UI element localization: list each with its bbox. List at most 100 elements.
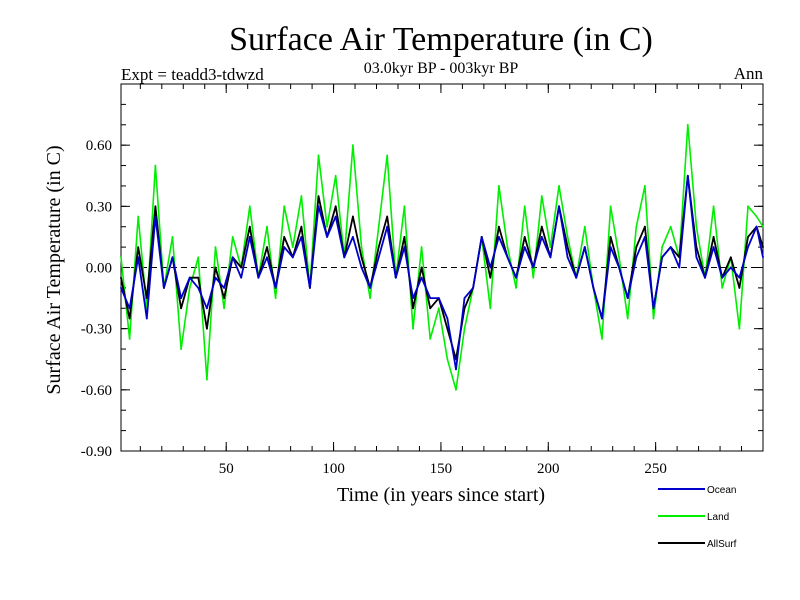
data-point-ocean [343,256,346,259]
x-tick-label: 50 [219,461,234,477]
data-point-ocean [575,276,578,279]
data-point-ocean [523,246,526,249]
data-point-ocean [540,236,543,238]
data-point-ocean [163,287,165,289]
data-point-ocean [360,266,363,269]
data-point-land [403,205,406,208]
data-point-land [583,225,586,228]
data-point-ocean [704,276,706,279]
data-point-land [317,154,320,157]
data-point-allsurf [644,225,646,228]
data-point-land [171,236,174,238]
data-point-allsurf [566,246,569,249]
data-point-ocean [678,266,681,269]
data-point-allsurf [317,195,320,198]
data-point-ocean [291,256,294,259]
data-point-allsurf [403,236,406,238]
data-point-allsurf [446,327,449,330]
data-point-ocean [762,256,764,259]
data-point-ocean [394,276,397,279]
data-point-ocean [352,236,354,238]
data-point-land [566,236,569,238]
data-point-ocean [240,276,243,279]
data-point-land [214,246,217,249]
data-point-land [120,256,122,259]
data-point-allsurf [120,276,122,279]
data-point-land [686,123,689,126]
data-point-allsurf [762,246,764,249]
data-point-ocean [223,287,226,289]
data-point-ocean [120,287,122,289]
data-point-ocean [309,287,311,289]
data-point-land [231,236,234,238]
x-tick-label: 150 [430,461,453,477]
data-point-allsurf [300,225,303,228]
data-point-allsurf [240,266,243,269]
data-point-land [618,256,620,259]
data-point-land [283,205,286,208]
data-point-allsurf [747,236,749,238]
experiment-label: Expt = teadd3-tdwzd [121,65,264,84]
data-point-ocean [420,276,423,279]
data-point-ocean [618,266,620,269]
data-point-ocean [712,246,715,249]
data-point-allsurf [635,246,638,249]
data-point-allsurf [248,225,251,228]
data-point-allsurf [154,205,157,208]
data-point-allsurf [334,205,337,208]
series-points-ocean [120,174,764,371]
data-point-ocean [515,276,517,279]
data-point-land [180,348,183,350]
data-point-ocean [197,287,200,289]
data-point-ocean [386,225,389,228]
data-point-ocean [463,297,466,299]
data-point-ocean [472,287,474,289]
data-point-land [300,195,303,198]
data-point-land [223,307,226,310]
y-tick-label: -0.30 [81,322,112,338]
data-point-land [206,378,208,381]
data-point-land [601,338,603,340]
data-point-ocean [334,215,337,218]
data-point-allsurf [214,266,217,269]
data-point-land [549,246,552,249]
data-point-ocean [437,297,440,299]
data-point-allsurf [377,246,380,249]
data-point-ocean [300,236,303,238]
data-point-allsurf [412,307,414,310]
data-point-ocean [326,236,328,238]
data-point-ocean [171,256,174,259]
data-point-ocean [455,368,457,371]
data-point-allsurf [729,256,732,259]
data-point-ocean [283,246,286,249]
data-point-allsurf [738,287,741,289]
data-point-land [652,317,655,320]
data-point-allsurf [137,246,140,249]
data-point-allsurf [283,236,286,238]
data-point-ocean [695,256,698,259]
data-point-ocean [128,307,131,310]
season-label: Ann [734,64,764,83]
x-tick-label: 200 [537,461,560,477]
series-points-land [120,123,764,391]
data-point-land [540,195,543,198]
data-point-land [437,307,440,310]
data-point-ocean [721,276,724,279]
y-tick-label: 0.00 [86,261,112,277]
data-point-land [635,225,638,228]
data-point-allsurf [360,256,363,259]
data-point-land [446,358,449,361]
chart-subtitle: 03.0kyr BP - 003kyr BP [364,60,519,77]
data-point-allsurf [386,215,389,218]
data-point-land [334,174,337,177]
data-point-allsurf [206,327,208,330]
data-point-ocean [317,205,320,208]
data-point-land [489,307,492,310]
data-point-ocean [377,256,380,259]
y-tick-label: 0.60 [86,138,112,154]
data-point-allsurf [197,276,200,279]
data-point-ocean [747,246,749,249]
data-point-land [154,164,157,167]
data-point-ocean [686,174,689,177]
data-point-land [188,287,191,289]
